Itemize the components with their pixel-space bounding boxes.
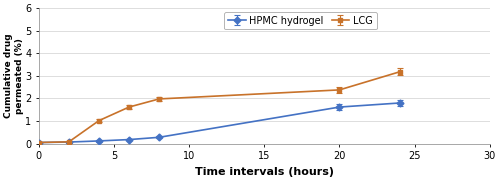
Legend: HPMC hydrogel, LCG: HPMC hydrogel, LCG — [224, 12, 376, 30]
X-axis label: Time intervals (hours): Time intervals (hours) — [195, 167, 334, 177]
Y-axis label: Cumulative drug
permeated (%): Cumulative drug permeated (%) — [4, 34, 24, 118]
